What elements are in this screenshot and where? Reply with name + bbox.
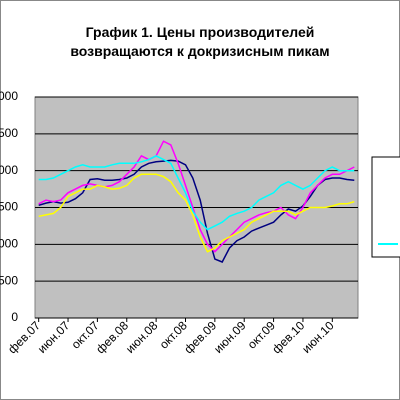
series-line [38, 173, 355, 253]
y-tick-label: 2000 [0, 163, 18, 177]
y-tick-label: 500 [0, 273, 18, 287]
y-tick-label: 1500 [0, 200, 18, 214]
y-tick-label: 2500 [0, 126, 18, 140]
series-line [38, 155, 355, 231]
legend [371, 156, 400, 258]
chart-title: График 1. Цены производителей возвращаютс… [70, 24, 329, 59]
series-line [38, 159, 355, 263]
series-line [38, 140, 355, 253]
y-tick-label: 1000 [0, 237, 18, 251]
y-tick-label: 0 [11, 310, 18, 324]
y-tick-label: 3000 [0, 89, 18, 103]
